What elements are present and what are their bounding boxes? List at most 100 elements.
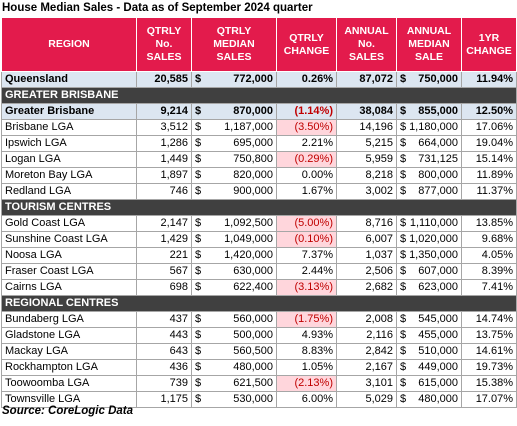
currency: $	[400, 121, 407, 133]
currency: $	[195, 233, 202, 245]
region-cell: Gold Coast LGA	[1, 215, 137, 232]
amount: 1,092,500	[224, 217, 273, 229]
number-cell: (1.14%)	[276, 103, 337, 120]
number-cell: 19.73%	[461, 359, 517, 376]
data-row: Mackay LGA 643 $560,500 8.83% 2,842 $510,000 1…	[1, 343, 517, 360]
number-cell: 2,842	[336, 343, 397, 360]
amount: 1,110,000	[409, 217, 458, 229]
currency: $	[195, 153, 202, 165]
amount: 750,000	[418, 73, 458, 85]
money: $750,000	[400, 73, 458, 87]
currency: $	[195, 105, 202, 117]
money-cell: $1,420,000	[191, 247, 277, 264]
money: $1,180,000	[400, 121, 458, 135]
amount: 622,400	[233, 281, 273, 293]
money: $820,000	[195, 169, 273, 183]
money: $750,800	[195, 153, 273, 167]
amount: 560,500	[233, 345, 273, 357]
number-cell: 14.74%	[461, 311, 517, 328]
region-cell: Sunshine Coast LGA	[1, 231, 137, 248]
currency: $	[400, 137, 407, 149]
number-cell: 0.26%	[276, 71, 337, 88]
number-cell: 11.37%	[461, 183, 517, 200]
section-label: REGIONAL CENTRES	[1, 295, 517, 312]
region-cell: Gladstone LGA	[1, 327, 137, 344]
money: $731,125	[400, 153, 458, 167]
amount: 500,000	[233, 329, 273, 341]
money-cell: $545,000	[396, 311, 462, 328]
money: $664,000	[400, 137, 458, 151]
money: $772,000	[195, 73, 273, 87]
number-cell: 14,196	[336, 119, 397, 136]
currency: $	[195, 121, 202, 133]
number-cell: 5,959	[336, 151, 397, 168]
data-row: Toowoomba LGA 739 $621,500 (2.13%) 3,101 $615…	[1, 375, 517, 392]
currency: $	[195, 249, 202, 261]
number-cell: 0.00%	[276, 167, 337, 184]
region-cell: Greater Brisbane	[1, 103, 137, 120]
number-cell: 1.67%	[276, 183, 337, 200]
money-cell: $500,000	[191, 327, 277, 344]
amount: 615,000	[418, 377, 458, 389]
money-cell: $621,500	[191, 375, 277, 392]
currency: $	[400, 281, 407, 293]
money: $1,092,500	[195, 217, 273, 231]
amount: 621,500	[233, 377, 273, 389]
header-line: SALES	[216, 51, 252, 63]
money-cell: $1,092,500	[191, 215, 277, 232]
money: $560,500	[195, 345, 273, 359]
header-line: No.	[358, 38, 375, 50]
region-cell: Townsville LGA	[1, 391, 137, 408]
region-cell: Ipswich LGA	[1, 135, 137, 152]
money: $480,000	[400, 393, 458, 407]
number-cell: 443	[136, 327, 192, 344]
money-cell: $1,020,000	[396, 231, 462, 248]
number-cell: 2.21%	[276, 135, 337, 152]
data-row: Redland LGA 746 $900,000 1.67% 3,002 $877,000…	[1, 183, 517, 200]
money: $455,000	[400, 329, 458, 343]
number-cell: 2,147	[136, 215, 192, 232]
number-cell: 17.07%	[461, 391, 517, 408]
header-line: MEDIAN	[213, 38, 255, 50]
region-cell: Mackay LGA	[1, 343, 137, 360]
money-cell: $530,000	[191, 391, 277, 408]
amount: 455,000	[418, 329, 458, 341]
column-header: QTRLY MEDIAN SALES	[191, 17, 277, 72]
number-cell: 4.05%	[461, 247, 517, 264]
money-cell: $800,000	[396, 167, 462, 184]
number-cell: 15.38%	[461, 375, 517, 392]
number-cell: 3,002	[336, 183, 397, 200]
number-cell: 8.83%	[276, 343, 337, 360]
currency: $	[195, 73, 202, 85]
money: $1,350,000	[400, 249, 458, 263]
amount: 607,000	[418, 265, 458, 277]
money-cell: $820,000	[191, 167, 277, 184]
header-line: ANNUAL	[406, 25, 452, 37]
number-cell: 643	[136, 343, 192, 360]
number-cell: 13.75%	[461, 327, 517, 344]
data-row: Noosa LGA 221 $1,420,000 7.37% 1,037 $1,350,0…	[1, 247, 517, 264]
data-row: Moreton Bay LGA 1,897 $820,000 0.00% 8,218 $8…	[1, 167, 517, 184]
region-cell: Cairns LGA	[1, 279, 137, 296]
money-cell: $664,000	[396, 135, 462, 152]
data-row: Cairns LGA 698 $622,400 (3.13%) 2,682 $623,00…	[1, 279, 517, 296]
money: $615,000	[400, 377, 458, 391]
amount: 623,000	[418, 281, 458, 293]
number-cell: 436	[136, 359, 192, 376]
data-row: Queensland 20,585 $772,000 0.26% 87,072 $750,…	[1, 71, 517, 88]
number-cell: 6,007	[336, 231, 397, 248]
amount: 870,000	[233, 105, 273, 117]
money: $855,000	[400, 105, 458, 119]
region-cell: Logan LGA	[1, 151, 137, 168]
amount: 1,049,000	[224, 233, 273, 245]
region-cell: Rockhampton LGA	[1, 359, 137, 376]
number-cell: 5,215	[336, 135, 397, 152]
column-header: 1YR CHANGE	[461, 17, 517, 72]
column-header: QTRLY No. SALES	[136, 17, 192, 72]
number-cell: 4.93%	[276, 327, 337, 344]
money: $545,000	[400, 313, 458, 327]
number-cell: 746	[136, 183, 192, 200]
money-cell: $731,125	[396, 151, 462, 168]
data-row: Townsville LGA 1,175 $530,000 6.00% 5,029 $48…	[1, 391, 517, 408]
number-cell: 698	[136, 279, 192, 296]
